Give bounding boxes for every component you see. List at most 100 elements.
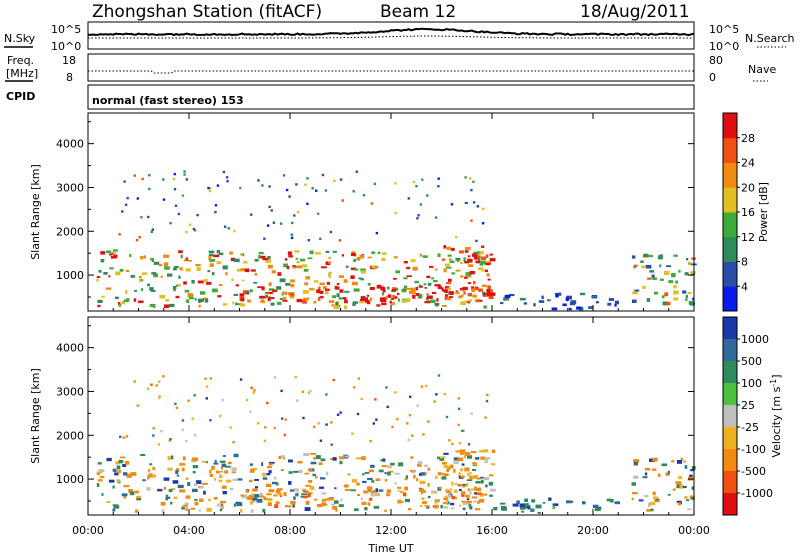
echo-cell bbox=[384, 472, 387, 475]
echo-cell bbox=[350, 267, 357, 271]
echo-cell bbox=[344, 488, 350, 491]
echo-cell bbox=[96, 276, 101, 278]
echo-cell bbox=[464, 261, 470, 264]
echo-cell bbox=[136, 404, 139, 407]
echo-cell bbox=[150, 290, 156, 292]
echo-cell bbox=[268, 205, 271, 209]
echo-cell bbox=[687, 292, 692, 295]
echo-cell bbox=[284, 418, 287, 421]
echo-cell bbox=[652, 277, 657, 281]
echo-cell bbox=[385, 295, 388, 300]
echo-cell bbox=[300, 258, 306, 262]
echo-cell bbox=[288, 505, 292, 508]
echo-cell bbox=[257, 422, 260, 425]
echo-cell bbox=[467, 488, 470, 492]
echo-cell bbox=[339, 456, 345, 460]
echo-cell bbox=[426, 194, 429, 197]
echo-cell bbox=[266, 401, 269, 405]
echo-cell bbox=[124, 203, 128, 206]
echo-cell bbox=[185, 257, 188, 261]
echo-cell bbox=[243, 261, 248, 264]
echo-cell bbox=[281, 293, 284, 296]
echo-cell bbox=[665, 301, 671, 306]
echo-cell bbox=[412, 294, 415, 298]
echo-cell bbox=[441, 305, 447, 307]
echo-cell bbox=[682, 290, 687, 294]
echo-cell bbox=[652, 491, 656, 496]
echo-cell bbox=[435, 303, 439, 307]
echo-cell bbox=[315, 455, 321, 460]
velocity-cells bbox=[96, 374, 696, 514]
echo-cell bbox=[444, 296, 448, 299]
echo-cell bbox=[219, 508, 223, 512]
echo-cell bbox=[591, 295, 597, 298]
colorbar-swatch bbox=[723, 383, 737, 406]
echo-cell bbox=[135, 495, 141, 499]
echo-cell bbox=[419, 505, 423, 507]
echo-cell bbox=[187, 482, 191, 486]
colorbar-swatch bbox=[723, 261, 737, 287]
echo-cell bbox=[367, 283, 371, 286]
echo-cell bbox=[150, 230, 153, 233]
echo-cell bbox=[437, 472, 442, 476]
freq-trace bbox=[88, 70, 694, 74]
y-tick-label: 1000 bbox=[56, 473, 84, 486]
y-tick-label: 4000 bbox=[56, 138, 84, 151]
echo-cell bbox=[288, 255, 293, 258]
echo-cell bbox=[185, 495, 191, 499]
echo-cell bbox=[670, 273, 676, 277]
echo-cell bbox=[360, 497, 364, 500]
y-tick-label: 1000 bbox=[56, 269, 84, 282]
echo-cell bbox=[315, 252, 321, 255]
echo-cell bbox=[473, 251, 478, 254]
power-cells bbox=[96, 170, 697, 311]
echo-cell bbox=[147, 283, 150, 287]
echo-cell bbox=[479, 476, 484, 479]
echo-cell bbox=[565, 297, 569, 302]
echo-cell bbox=[477, 255, 481, 259]
echo-cell bbox=[149, 463, 153, 466]
echo-cell bbox=[116, 465, 121, 470]
echo-cell bbox=[319, 296, 324, 299]
echo-cell bbox=[164, 266, 170, 270]
echo-cell bbox=[268, 489, 275, 493]
echo-cell bbox=[455, 291, 460, 295]
echo-cell bbox=[423, 283, 427, 286]
echo-cell bbox=[222, 455, 226, 457]
echo-cell bbox=[488, 481, 494, 486]
echo-cell bbox=[451, 495, 456, 500]
echo-cell bbox=[368, 488, 371, 492]
echo-cell bbox=[341, 254, 344, 257]
colorbar-swatch bbox=[723, 113, 737, 139]
echo-cell bbox=[445, 500, 449, 504]
echo-cell bbox=[263, 237, 266, 240]
echo-cell bbox=[673, 285, 677, 289]
echo-cell bbox=[651, 274, 655, 278]
echo-cell bbox=[382, 458, 386, 462]
echo-cell bbox=[410, 469, 416, 472]
echo-cell bbox=[289, 292, 295, 297]
echo-cell bbox=[319, 486, 325, 489]
echo-cell bbox=[262, 257, 269, 261]
echo-cell bbox=[453, 489, 458, 493]
echo-cell bbox=[361, 456, 366, 460]
echo-cell bbox=[525, 506, 528, 509]
echo-cell bbox=[259, 295, 266, 299]
echo-cell bbox=[332, 506, 338, 510]
echo-cell bbox=[453, 461, 459, 464]
echo-cell bbox=[181, 194, 185, 197]
echo-cell bbox=[350, 275, 355, 279]
echo-cell bbox=[691, 497, 695, 500]
echo-cell bbox=[163, 486, 166, 490]
echo-cell bbox=[552, 505, 555, 510]
echo-cell bbox=[192, 471, 196, 474]
echo-cell bbox=[106, 457, 112, 462]
echo-cell bbox=[138, 236, 141, 239]
echo-cell bbox=[392, 287, 397, 290]
echo-cell bbox=[165, 494, 169, 498]
echo-cell bbox=[317, 212, 320, 215]
echo-cell bbox=[268, 463, 273, 466]
echo-cell bbox=[175, 406, 179, 409]
echo-cell bbox=[209, 258, 215, 262]
echo-cell bbox=[499, 302, 504, 305]
